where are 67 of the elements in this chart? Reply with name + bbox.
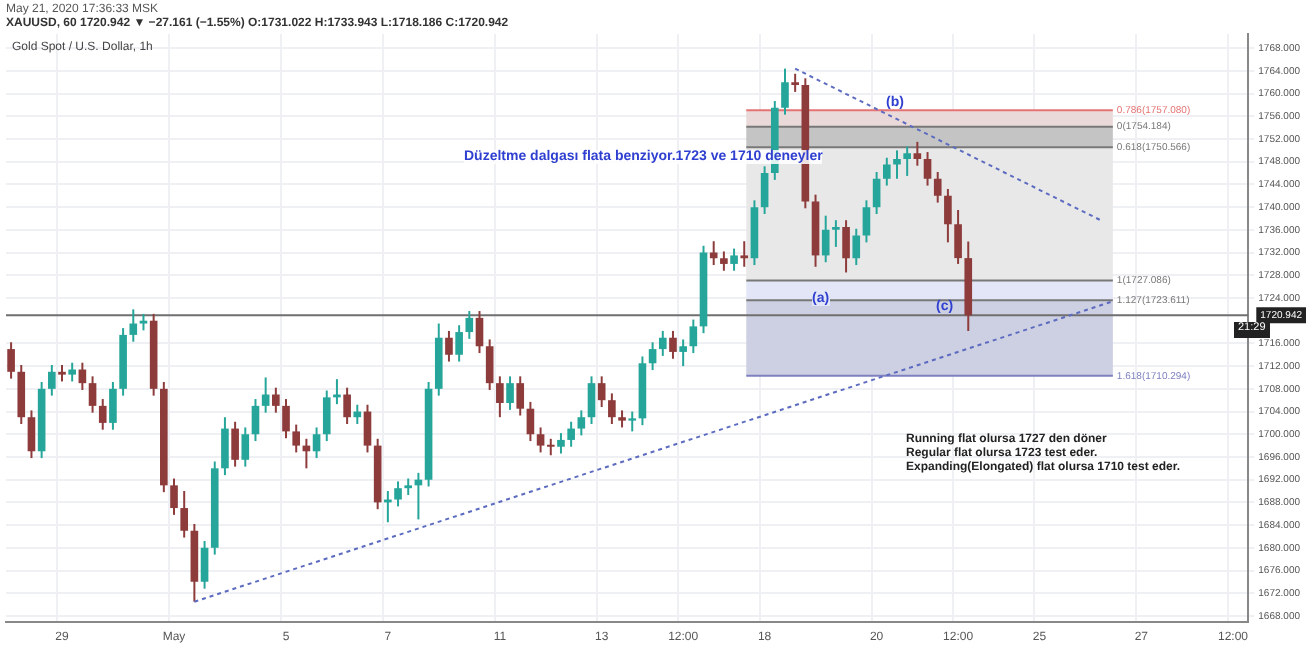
candlestick xyxy=(862,199,871,244)
candlestick xyxy=(821,214,830,264)
candlestick xyxy=(68,361,77,383)
candlestick xyxy=(88,375,97,414)
candlestick xyxy=(312,426,321,460)
candlestick xyxy=(343,386,351,426)
candlestick xyxy=(445,329,453,363)
candlestick xyxy=(231,420,239,468)
candlestick xyxy=(760,165,769,215)
candlestick xyxy=(353,403,362,426)
candlestick xyxy=(496,375,504,419)
candlestick xyxy=(720,250,728,272)
candlestick xyxy=(180,490,189,539)
candlestick xyxy=(48,363,56,397)
candlestick xyxy=(944,187,952,244)
candlestick xyxy=(272,386,280,414)
candlestick xyxy=(882,156,891,187)
candlestick xyxy=(781,67,789,116)
candlestick xyxy=(475,310,484,355)
candlestick xyxy=(109,381,117,431)
candlestick xyxy=(394,480,402,508)
candlestick xyxy=(485,338,494,391)
candlestick xyxy=(170,477,178,516)
candlestick xyxy=(954,209,962,265)
candlestick xyxy=(872,170,881,215)
candlestick xyxy=(241,426,250,468)
candlestick xyxy=(251,398,260,443)
candlestick xyxy=(832,219,840,248)
candlestick xyxy=(129,308,138,343)
candlestick xyxy=(7,341,15,380)
candlestick xyxy=(200,539,209,590)
candlestick xyxy=(363,403,372,454)
candlestick xyxy=(648,341,657,372)
candlestick xyxy=(903,145,911,177)
candlestick xyxy=(669,329,677,360)
candlestick xyxy=(893,149,901,180)
candlestick xyxy=(567,420,575,448)
candlestick xyxy=(27,409,36,460)
candlestick xyxy=(557,432,565,455)
candlestick xyxy=(506,375,514,411)
candlestick xyxy=(282,398,290,440)
candlestick xyxy=(597,375,606,408)
candlestick xyxy=(587,375,596,426)
candlestick xyxy=(322,389,331,443)
candlestick xyxy=(455,324,463,363)
candlestick xyxy=(465,310,474,340)
candlestick xyxy=(221,416,229,477)
candlestick xyxy=(842,219,850,274)
candlestick xyxy=(577,409,586,437)
candlestick xyxy=(608,392,616,426)
candlestick xyxy=(17,363,26,426)
candlestick xyxy=(913,140,922,167)
candlestick xyxy=(516,375,525,417)
candlestick xyxy=(933,170,942,204)
candlestick xyxy=(689,318,698,355)
candlestick xyxy=(98,398,107,431)
candlestick xyxy=(923,151,932,187)
candlestick xyxy=(709,240,718,267)
candlestick xyxy=(852,227,861,267)
candlestick xyxy=(658,329,667,357)
candlestick xyxy=(292,423,301,454)
candlestick xyxy=(740,240,749,268)
candlestick xyxy=(730,247,738,272)
candlestick xyxy=(526,400,535,443)
candlestick xyxy=(628,410,637,433)
candlestick xyxy=(791,72,799,93)
candlestick xyxy=(679,338,687,368)
